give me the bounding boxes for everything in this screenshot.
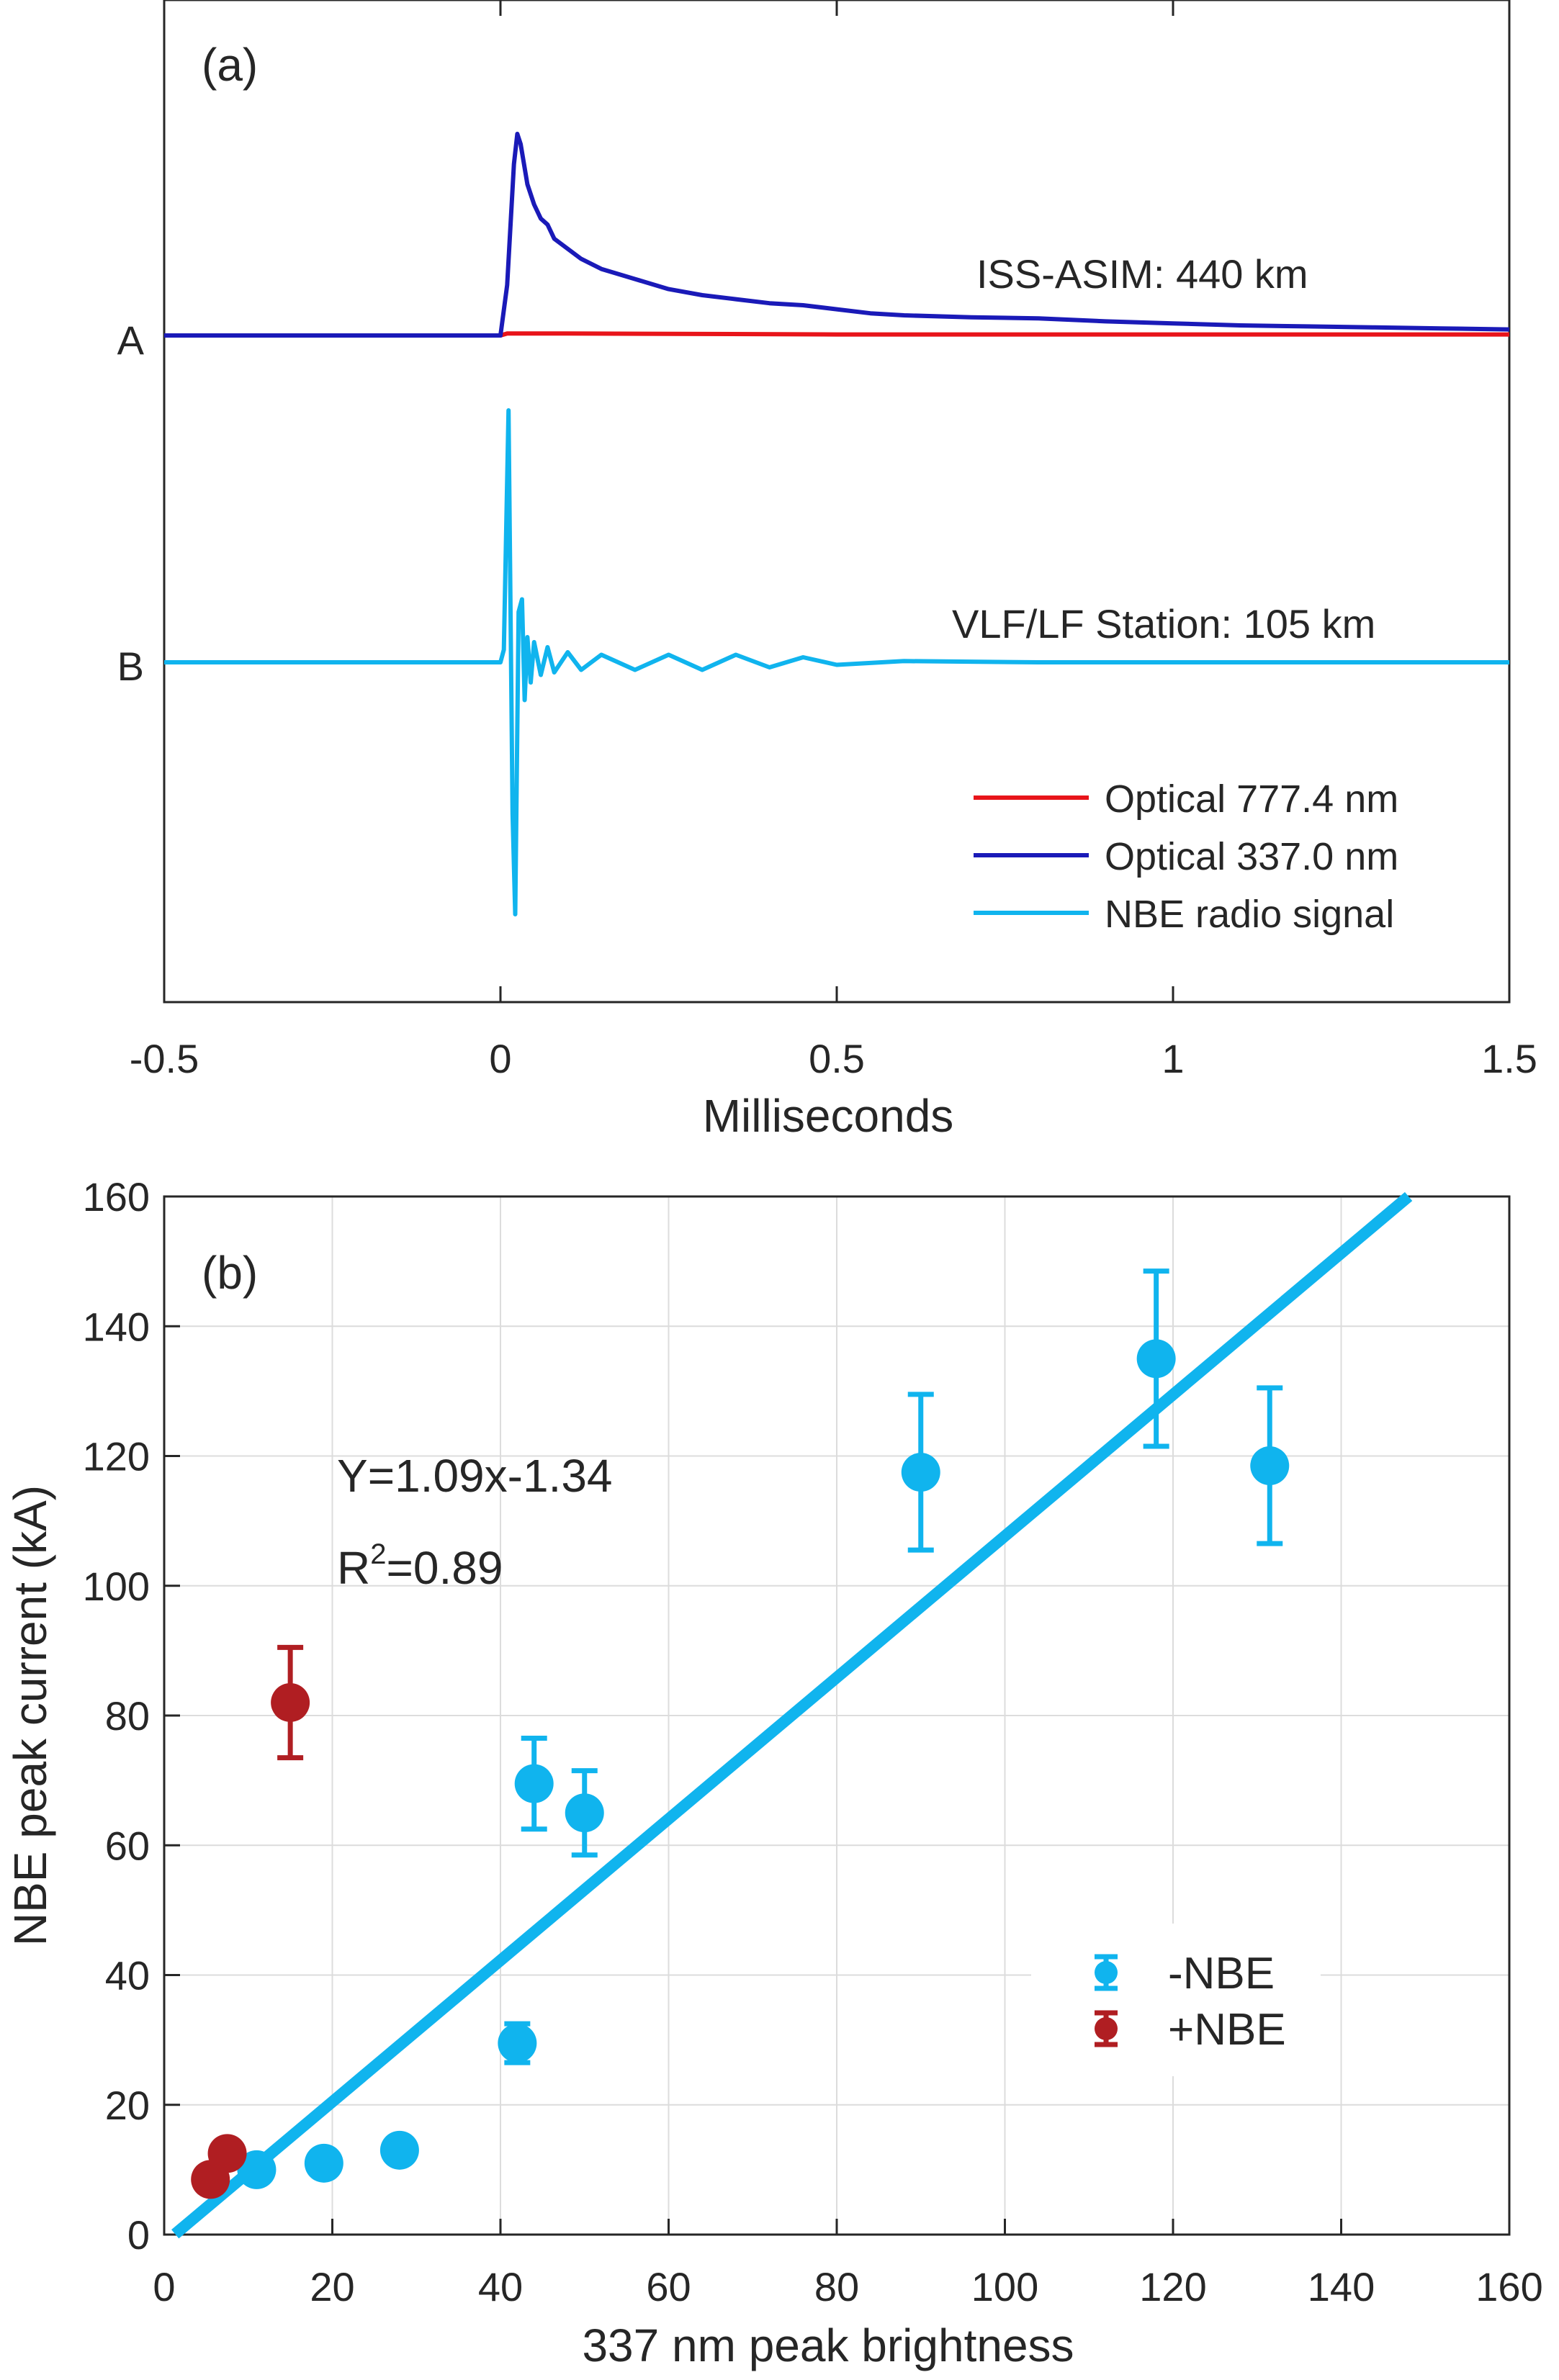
panel-b-x-tick-label: 140 <box>1308 2264 1375 2309</box>
panel-b-x-tick-label: 120 <box>1139 2264 1206 2309</box>
panel-a-traces <box>164 132 1510 916</box>
panel-a-x-tick-label: 1.5 <box>1481 1036 1537 1081</box>
point-neg-nbe <box>379 2130 419 2170</box>
panel-b-y-tick-label: 80 <box>105 1693 150 1739</box>
legend-label-pos-nbe: +NBE <box>1168 2005 1286 2055</box>
point-pos-nbe <box>271 1682 310 1722</box>
point-pos-nbe <box>207 2134 247 2173</box>
point-neg-nbe <box>498 2024 537 2063</box>
trace-label-b: B <box>117 644 144 689</box>
point-neg-nbe <box>237 2150 277 2189</box>
legend-box <box>1031 1924 1321 2076</box>
panel-b-y-tick-label: 40 <box>105 1953 150 1998</box>
point-neg-nbe <box>514 1764 554 1803</box>
panel-a-legend: Optical 777.4 nm Optical 337.0 nm NBE ra… <box>974 777 1398 936</box>
panel-b-x-tick-label: 160 <box>1475 2264 1542 2309</box>
point-neg-nbe <box>1250 1446 1290 1486</box>
panel-b-x-tick-label: 40 <box>478 2264 523 2309</box>
panel-b-x-axis-label: 337 nm peak brightness <box>582 2320 1074 2371</box>
legend-label-neg-nbe: -NBE <box>1168 1949 1275 1998</box>
panel-b-fit-line <box>171 1191 1413 2239</box>
legend-label-777: Optical 777.4 nm <box>1105 777 1398 821</box>
fit-r-squared: R2=0.89 <box>337 1538 503 1594</box>
panel-a-x-tick-label: 0 <box>489 1036 511 1081</box>
series-line-optical-337 <box>164 132 1510 338</box>
legend-marker-pos-nbe <box>1095 2017 1118 2040</box>
fit-equation: Y=1.09x-1.34 <box>337 1450 613 1502</box>
panel-b-x-tick-label: 60 <box>646 2264 691 2309</box>
point-neg-nbe <box>901 1453 940 1492</box>
panel-b-ticks: 0 20 40 60 80 100 120 140 160 0 20 40 60 80 100 120 140 1… <box>83 1174 1543 2309</box>
annotation-vlf-station: VLF/LF Station: 105 km <box>952 601 1375 646</box>
panel-a-x-tick-label: 0.5 <box>809 1036 865 1081</box>
panel-a-label: (a) <box>202 39 258 91</box>
annotation-iss-asim: ISS-ASIM: 440 km <box>976 251 1308 297</box>
series-line-nbe-radio <box>164 408 1509 916</box>
panel-b-y-tick-label: 140 <box>83 1304 150 1349</box>
panel-a-signals: -0.5 0 0.5 1 1.5 (a) A B ISS-ASIM: 440 km VL… <box>117 0 1537 1142</box>
panel-b-y-tick-label: 20 <box>105 2083 150 2128</box>
panel-b-y-axis-label: NBE peak current (kA) <box>4 1485 56 1946</box>
panel-b-x-tick-label: 0 <box>153 2264 175 2309</box>
legend-marker-neg-nbe <box>1095 1961 1118 1984</box>
panel-b-points <box>191 1268 1290 2199</box>
r-squared-symbol: R <box>337 1542 370 1594</box>
panel-b-y-tick-label: 100 <box>83 1564 150 1609</box>
panel-a-x-axis-label: Milliseconds <box>703 1090 954 1142</box>
panel-b-x-tick-label: 20 <box>310 2264 354 2309</box>
panel-b-x-tick-label: 80 <box>814 2264 859 2309</box>
r-squared-value: =0.89 <box>386 1542 503 1594</box>
legend-label-337: Optical 337.0 nm <box>1105 835 1398 878</box>
panel-b-y-tick-label: 160 <box>83 1174 150 1220</box>
point-neg-nbe <box>565 1793 604 1833</box>
panel-b-y-tick-label: 0 <box>127 2212 150 2258</box>
fit-line <box>171 1191 1413 2239</box>
point-neg-nbe <box>1136 1339 1176 1379</box>
panel-a-x-ticks: -0.5 0 0.5 1 1.5 <box>130 0 1537 1081</box>
panel-b-label: (b) <box>202 1247 258 1299</box>
trace-label-a: A <box>117 317 145 363</box>
panel-b-scatter: 0 20 40 60 80 100 120 140 160 0 20 40 60 80 100 120 140 1… <box>4 1174 1543 2371</box>
panel-a-x-tick-label: -0.5 <box>130 1036 199 1081</box>
panel-a-plot-frame <box>163 0 1511 1004</box>
panel-a-x-tick-label: 1 <box>1162 1036 1184 1081</box>
legend-label-nbe-radio: NBE radio signal <box>1105 893 1394 936</box>
point-neg-nbe <box>304 2143 343 2183</box>
panel-b-y-tick-label: 60 <box>105 1823 150 1868</box>
r-squared-exponent: 2 <box>370 1538 386 1570</box>
panel-b-y-tick-label: 120 <box>83 1434 150 1479</box>
panel-b-legend: -NBE +NBE <box>1031 1924 1321 2076</box>
panel-b-x-tick-label: 100 <box>971 2264 1038 2309</box>
